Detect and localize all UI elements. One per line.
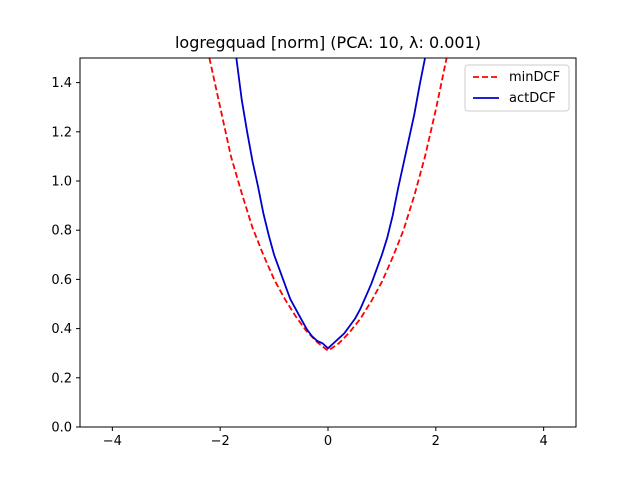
legend: minDCF actDCF — [464, 64, 570, 112]
x-tick-label: 0 — [324, 434, 332, 449]
y-tick-label: 0.0 — [51, 421, 72, 436]
y-tick-label: 1.2 — [51, 125, 72, 140]
series-layer — [208, 58, 448, 352]
ticks-layer: −4 −2 0 2 4 0.0 0.2 0.4 0.6 0.8 1.0 1.2 1.4 — [51, 76, 547, 449]
x-tick-label: −2 — [211, 434, 230, 449]
x-tick-label: 4 — [540, 434, 548, 449]
series-line-mindcf — [208, 58, 448, 352]
y-tick-label: 0.6 — [51, 273, 72, 288]
y-tick-label: 0.4 — [51, 322, 72, 337]
y-tick-label: 1.4 — [51, 76, 72, 91]
y-tick-label: 1.0 — [51, 175, 72, 190]
chart-title: logregquad [norm] (PCA: 10, λ: 0.001) — [175, 33, 481, 52]
series-line-actdcf — [235, 58, 426, 350]
y-tick-label: 0.8 — [51, 224, 72, 239]
legend-label-mindcf: minDCF — [509, 70, 560, 85]
plot-frame — [79, 57, 577, 428]
y-tick-label: 0.2 — [51, 371, 72, 386]
legend-label-actdcf: actDCF — [509, 91, 556, 106]
x-tick-label: −4 — [103, 434, 122, 449]
x-tick-label: 2 — [432, 434, 440, 449]
